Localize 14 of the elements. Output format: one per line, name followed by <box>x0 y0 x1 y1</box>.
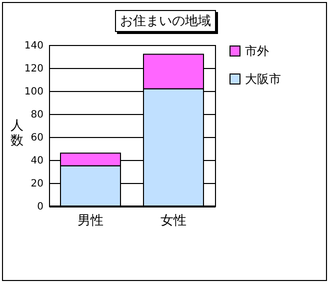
legend-label: 大阪市 <box>245 72 281 86</box>
y-tick-label: 120 <box>24 64 44 74</box>
chart-title: お住まいの地域 <box>115 10 216 32</box>
y-tick-label: 140 <box>24 40 44 52</box>
y-tick-label: 20 <box>30 178 44 190</box>
y-tick-label: 0 <box>37 202 44 212</box>
legend-label: 市外 <box>245 44 269 58</box>
y-tick-label: 60 <box>30 132 44 144</box>
y-tick-label: 40 <box>30 156 44 166</box>
y-axis-title: 人数 <box>10 118 24 148</box>
y-tick-label: 80 <box>30 110 44 120</box>
y-tick-label: 100 <box>24 86 44 98</box>
x-tick-label: 女性 <box>160 214 186 228</box>
x-tick-label: 男性 <box>78 214 104 228</box>
